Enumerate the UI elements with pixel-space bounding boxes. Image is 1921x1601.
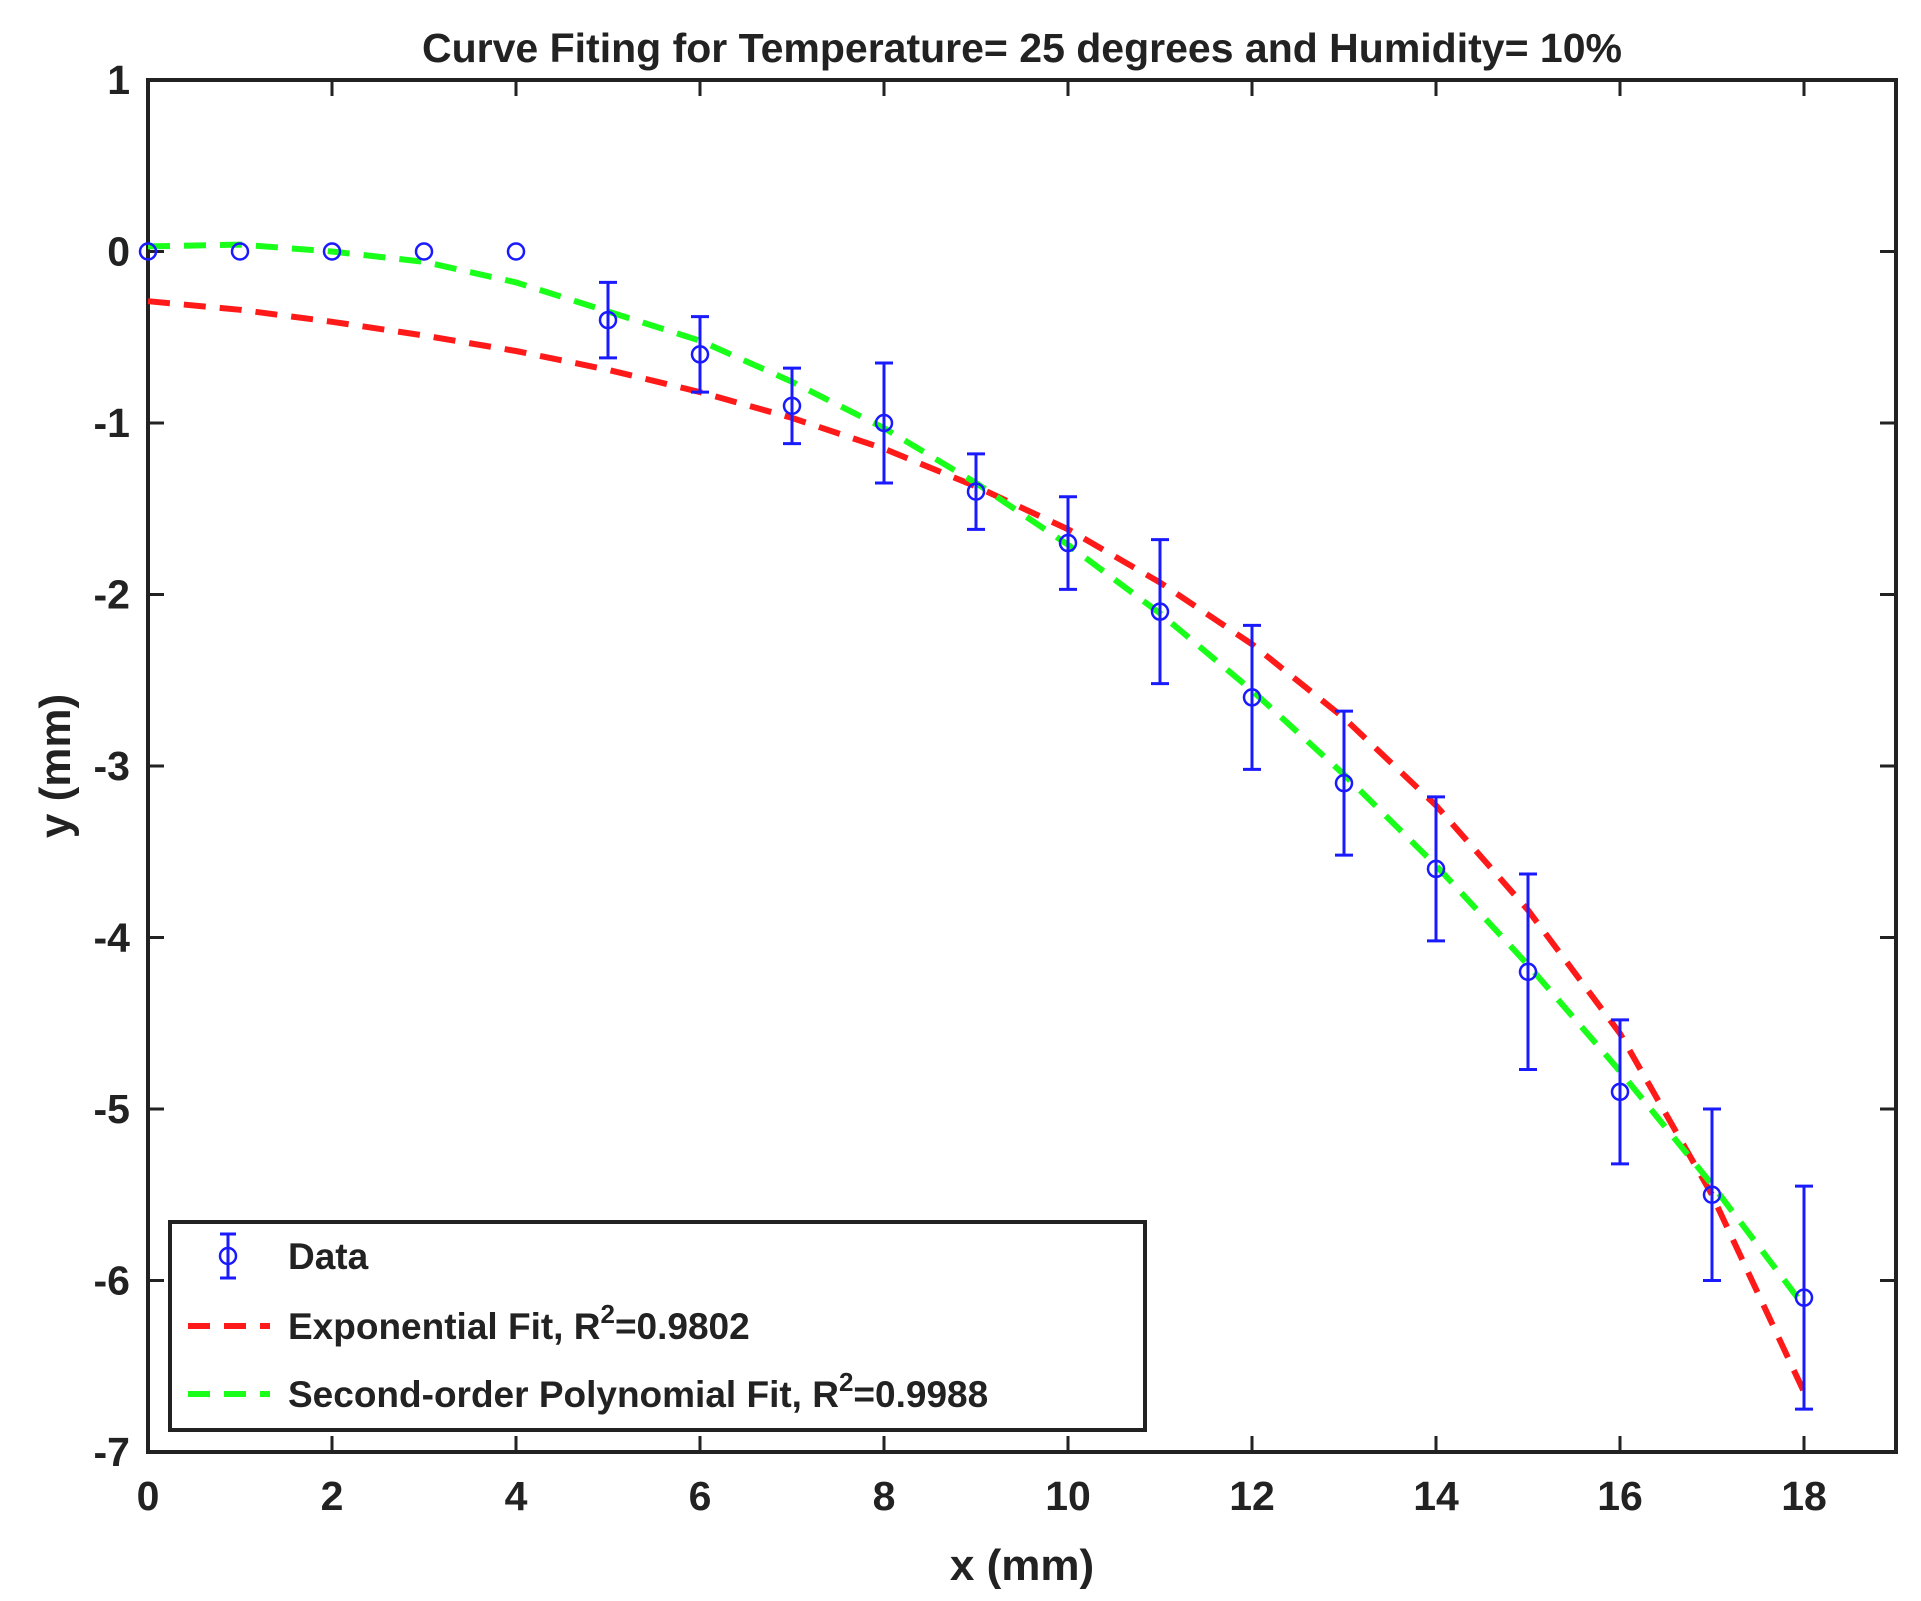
data-point [506, 242, 526, 261]
data-point [1426, 859, 1446, 879]
y-axis-label: y (mm) [31, 694, 80, 838]
data-point [1242, 688, 1262, 707]
data-point [782, 396, 802, 416]
data-point [230, 242, 250, 261]
legend-box [168, 1220, 1147, 1432]
x-tick-label: 10 [1045, 1473, 1091, 1519]
legend-label-data: Data [288, 1236, 369, 1277]
x-tick-label: 2 [321, 1473, 344, 1519]
data-point [690, 345, 710, 364]
legend-data-marker [218, 1246, 238, 1266]
y-tick-label: 0 [107, 229, 130, 275]
data-point [1702, 1185, 1722, 1204]
data-point [1150, 602, 1170, 621]
x-tick-label: 6 [689, 1473, 712, 1519]
data-point [322, 242, 342, 261]
legend-label-exponential: Exponential Fit, R2=0.9802 [288, 1299, 750, 1347]
x-tick-label: 18 [1781, 1473, 1827, 1519]
legend: Data Exponential Fit, R2=0.9802 Second-ord… [168, 1220, 1147, 1432]
x-tick-label: 4 [505, 1473, 528, 1519]
y-tick-label: -3 [94, 743, 130, 789]
y-tick-label: -5 [94, 1086, 130, 1132]
y-tick-label: -4 [94, 915, 131, 961]
y-tick-label: -7 [94, 1429, 130, 1475]
y-tick-label: -6 [94, 1258, 130, 1304]
legend-label-polynomial: Second-order Polynomial Fit, R2=0.9988 [288, 1367, 988, 1415]
data-point [966, 482, 986, 501]
x-tick-label: 14 [1413, 1473, 1459, 1519]
data-point [414, 242, 434, 261]
y-tick-label: -1 [94, 400, 130, 446]
data-point [874, 413, 894, 433]
data-point [1334, 773, 1354, 793]
data-point [1610, 1082, 1630, 1102]
data-point [1058, 533, 1078, 553]
data-point [598, 310, 618, 330]
x-tick-label: 8 [873, 1473, 896, 1519]
data-point [138, 242, 158, 261]
x-axis-label: x (mm) [950, 1541, 1094, 1590]
x-tick-label: 16 [1597, 1473, 1643, 1519]
y-tick-label: -2 [94, 572, 130, 618]
x-tick-label: 12 [1229, 1473, 1275, 1519]
data-point [1518, 962, 1538, 982]
data-point [1794, 1288, 1814, 1307]
x-tick-label: 0 [137, 1473, 160, 1519]
chart-title: Curve Fiting for Temperature= 25 degrees… [422, 25, 1622, 71]
y-tick-label: 1 [107, 57, 130, 103]
